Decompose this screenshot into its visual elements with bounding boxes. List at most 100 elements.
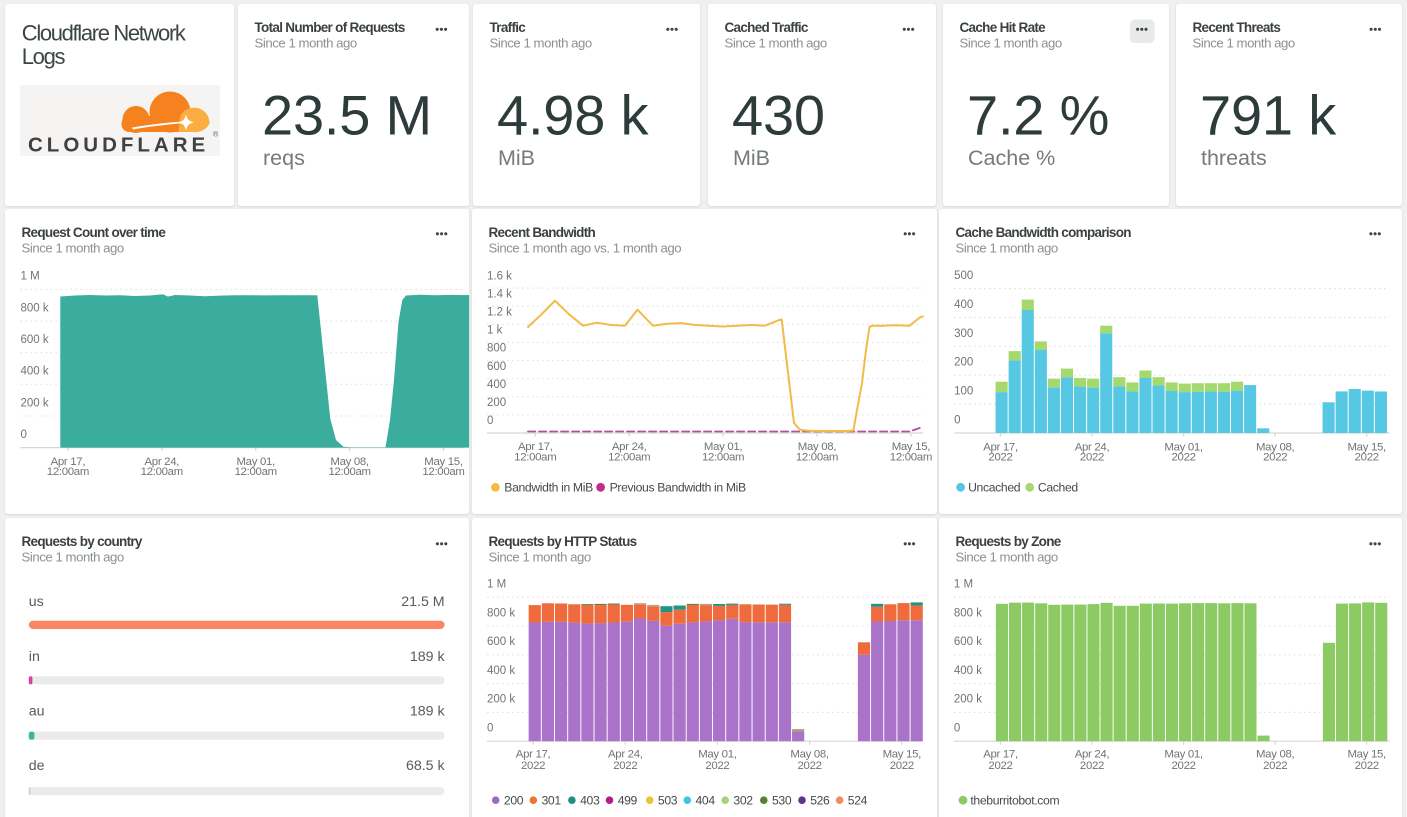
svg-text:499: 499 bbox=[618, 793, 638, 807]
svg-text:800 k: 800 k bbox=[487, 607, 515, 619]
svg-text:600 k: 600 k bbox=[954, 636, 982, 648]
svg-text:12:00am: 12:00am bbox=[422, 466, 464, 478]
svg-text:us: us bbox=[29, 594, 44, 610]
svg-text:200: 200 bbox=[954, 357, 973, 369]
svg-text:CLOUDFLARE: CLOUDFLARE bbox=[28, 134, 209, 157]
svg-text:Since 1 month ago: Since 1 month ago bbox=[489, 549, 591, 564]
svg-text:2022: 2022 bbox=[1263, 760, 1287, 772]
svg-text:de: de bbox=[29, 758, 45, 774]
svg-text:Cloudflare Network: Cloudflare Network bbox=[22, 20, 187, 45]
svg-text:Apr 17,: Apr 17, bbox=[516, 748, 551, 760]
svg-text:1 M: 1 M bbox=[487, 578, 506, 590]
svg-text:May 01,: May 01, bbox=[236, 456, 275, 468]
svg-text:May 15,: May 15, bbox=[892, 441, 931, 453]
svg-text:200 k: 200 k bbox=[954, 693, 982, 705]
svg-text:2022: 2022 bbox=[798, 760, 822, 772]
svg-text:524: 524 bbox=[848, 793, 868, 807]
svg-text:reqs: reqs bbox=[263, 146, 305, 170]
svg-text:Apr 24,: Apr 24, bbox=[612, 441, 647, 453]
svg-text:68.5 k: 68.5 k bbox=[406, 758, 446, 774]
svg-text:12:00am: 12:00am bbox=[702, 452, 744, 464]
svg-text:Requests by HTTP Status: Requests by HTTP Status bbox=[489, 534, 637, 549]
svg-text:Apr 24,: Apr 24, bbox=[1075, 441, 1110, 453]
svg-text:0: 0 bbox=[954, 722, 960, 734]
svg-text:Since 1 month ago: Since 1 month ago bbox=[955, 549, 1057, 564]
svg-text:1 k: 1 k bbox=[487, 325, 503, 337]
svg-text:530: 530 bbox=[772, 793, 792, 807]
svg-text:2022: 2022 bbox=[1080, 451, 1104, 463]
svg-text:Cached Traffic: Cached Traffic bbox=[725, 20, 809, 35]
svg-text:Previous Bandwidth in MiB: Previous Bandwidth in MiB bbox=[610, 481, 746, 495]
svg-text:®: ® bbox=[213, 131, 219, 139]
svg-text:May 01,: May 01, bbox=[1164, 441, 1203, 453]
svg-text:2022: 2022 bbox=[1080, 760, 1104, 772]
svg-text:Uncached: Uncached bbox=[968, 481, 1020, 495]
svg-text:Since 1 month ago: Since 1 month ago bbox=[255, 35, 357, 50]
svg-text:0: 0 bbox=[954, 414, 960, 426]
svg-text:Since 1 month ago: Since 1 month ago bbox=[725, 35, 827, 50]
svg-text:Since 1 month ago: Since 1 month ago bbox=[22, 240, 124, 255]
svg-text:Recent Bandwidth: Recent Bandwidth bbox=[489, 225, 596, 240]
svg-text:2022: 2022 bbox=[1263, 451, 1287, 463]
svg-text:600 k: 600 k bbox=[21, 334, 49, 346]
svg-text:May 15,: May 15, bbox=[1347, 748, 1386, 760]
svg-text:au: au bbox=[29, 703, 45, 719]
svg-text:Since 1 month ago: Since 1 month ago bbox=[22, 549, 124, 564]
svg-text:600 k: 600 k bbox=[487, 636, 515, 648]
svg-text:2022: 2022 bbox=[988, 760, 1012, 772]
svg-text:12:00am: 12:00am bbox=[235, 466, 277, 478]
svg-text:Since 1 month ago: Since 1 month ago bbox=[1192, 35, 1294, 50]
svg-text:600: 600 bbox=[487, 361, 506, 373]
svg-text:Since 1 month ago: Since 1 month ago bbox=[959, 35, 1061, 50]
svg-text:1 M: 1 M bbox=[21, 271, 40, 283]
svg-text:791 k: 791 k bbox=[1200, 83, 1337, 146]
svg-text:May 08,: May 08, bbox=[790, 748, 829, 760]
svg-text:500: 500 bbox=[954, 270, 973, 282]
svg-text:403: 403 bbox=[580, 793, 600, 807]
svg-text:Cached: Cached bbox=[1038, 481, 1078, 495]
svg-text:300: 300 bbox=[954, 328, 973, 340]
svg-text:May 01,: May 01, bbox=[704, 441, 743, 453]
svg-text:0: 0 bbox=[487, 722, 493, 734]
svg-text:12:00am: 12:00am bbox=[796, 452, 838, 464]
svg-text:Since 1 month ago: Since 1 month ago bbox=[490, 35, 592, 50]
svg-text:May 01,: May 01, bbox=[1164, 748, 1203, 760]
svg-text:May 08,: May 08, bbox=[798, 441, 837, 453]
svg-text:Apr 17,: Apr 17, bbox=[518, 441, 553, 453]
svg-text:2022: 2022 bbox=[521, 760, 545, 772]
svg-text:1.6 k: 1.6 k bbox=[487, 270, 512, 282]
svg-text:May 15,: May 15, bbox=[1347, 441, 1386, 453]
svg-text:1 M: 1 M bbox=[954, 578, 973, 590]
svg-text:400: 400 bbox=[954, 299, 973, 311]
svg-text:2022: 2022 bbox=[1355, 760, 1379, 772]
svg-text:12:00am: 12:00am bbox=[890, 452, 932, 464]
svg-text:200 k: 200 k bbox=[21, 397, 49, 409]
svg-text:189 k: 189 k bbox=[410, 648, 446, 664]
svg-text:2022: 2022 bbox=[613, 760, 637, 772]
svg-text:Apr 24,: Apr 24, bbox=[608, 748, 643, 760]
svg-text:189 k: 189 k bbox=[410, 703, 446, 719]
svg-text:4.98 k: 4.98 k bbox=[497, 83, 650, 146]
svg-text:1.4 k: 1.4 k bbox=[487, 288, 512, 300]
svg-text:Cache %: Cache % bbox=[968, 146, 1055, 170]
svg-text:23.5 M: 23.5 M bbox=[262, 83, 432, 146]
svg-text:Recent Threats: Recent Threats bbox=[1192, 20, 1280, 35]
svg-text:2022: 2022 bbox=[1171, 451, 1195, 463]
svg-text:2022: 2022 bbox=[1355, 451, 1379, 463]
svg-text:1.2 k: 1.2 k bbox=[487, 307, 512, 319]
svg-text:800: 800 bbox=[487, 343, 506, 355]
svg-text:400: 400 bbox=[487, 379, 506, 391]
svg-text:Logs: Logs bbox=[22, 44, 66, 69]
svg-text:Bandwidth in MiB: Bandwidth in MiB bbox=[504, 481, 593, 495]
svg-text:2022: 2022 bbox=[988, 451, 1012, 463]
svg-text:May 08,: May 08, bbox=[330, 456, 369, 468]
svg-text:2022: 2022 bbox=[1171, 760, 1195, 772]
svg-text:2022: 2022 bbox=[890, 760, 914, 772]
svg-text:Traffic: Traffic bbox=[490, 20, 527, 35]
svg-text:Total Number of Requests: Total Number of Requests bbox=[255, 20, 405, 35]
svg-text:12:00am: 12:00am bbox=[141, 466, 183, 478]
svg-text:200: 200 bbox=[487, 397, 506, 409]
svg-text:404: 404 bbox=[696, 793, 716, 807]
svg-text:Apr 17,: Apr 17, bbox=[983, 748, 1018, 760]
svg-text:200 k: 200 k bbox=[487, 693, 515, 705]
